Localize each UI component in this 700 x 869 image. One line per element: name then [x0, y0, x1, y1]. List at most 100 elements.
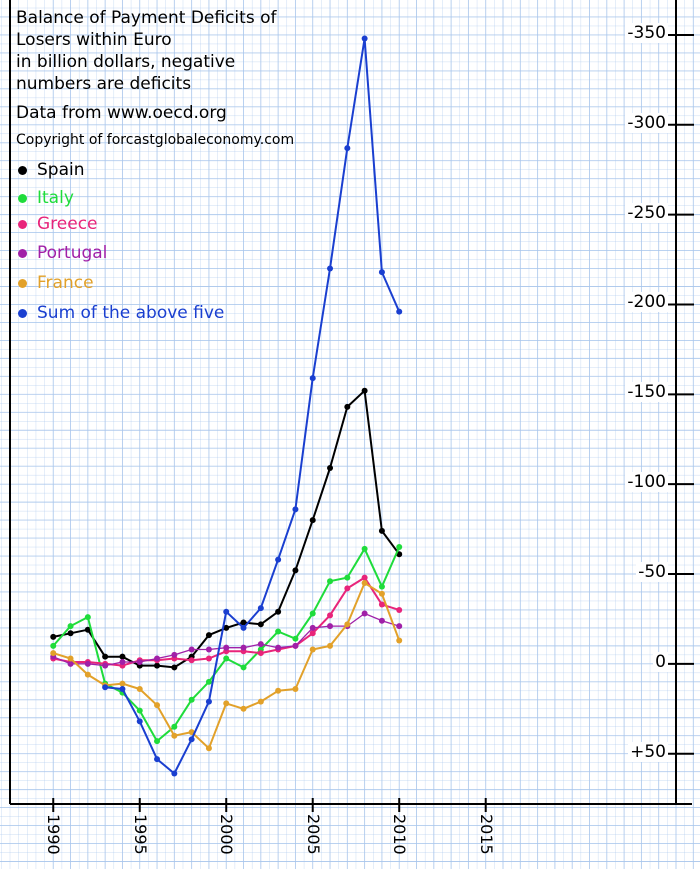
data-point-italy	[50, 642, 57, 649]
data-point-portugal	[396, 623, 403, 630]
legend-label-sum: Sum of the above five	[37, 303, 225, 323]
legend-label-italy: Italy	[37, 188, 74, 208]
legend-marker-spain	[18, 165, 27, 175]
data-point-italy	[240, 664, 247, 671]
data-point-france	[292, 686, 299, 693]
y-tick-label: +50	[628, 741, 668, 762]
y-tick-label: -300	[625, 112, 668, 133]
data-point-greece	[344, 585, 351, 592]
data-point-spain	[378, 527, 385, 534]
data-point-sum	[275, 556, 282, 563]
data-point-portugal	[309, 624, 316, 631]
legend-item-sum: Sum of the above five	[18, 303, 224, 323]
data-point-greece	[327, 612, 334, 619]
data-point-portugal	[292, 642, 299, 649]
data-point-sum	[223, 608, 230, 615]
y-tick-label: 0	[653, 651, 668, 672]
data-point-italy	[205, 678, 212, 685]
data-point-italy	[136, 707, 143, 714]
data-point-spain	[223, 624, 230, 631]
data-point-portugal	[67, 660, 74, 667]
data-point-portugal	[223, 644, 230, 651]
data-point-sum	[378, 269, 385, 276]
legend-item-spain: Spain	[18, 160, 85, 180]
title-line-3: in billion dollars, negative	[16, 52, 236, 72]
x-tick-label: 2005	[303, 814, 323, 855]
data-point-spain	[309, 517, 316, 524]
x-tick-label: 2015	[476, 814, 496, 855]
data-point-portugal	[136, 659, 143, 666]
data-point-spain	[171, 664, 178, 671]
title-line-2: Losers within Euro	[16, 30, 172, 50]
title-line-4: numbers are deficits	[16, 74, 192, 94]
x-tick-label: 1995	[130, 814, 150, 855]
y-tick-label: -250	[625, 202, 668, 223]
data-point-sum	[240, 624, 247, 631]
data-point-sum	[396, 308, 403, 315]
data-point-sum	[188, 736, 195, 743]
data-point-spain	[205, 632, 212, 639]
series-line-sum	[104, 37, 401, 775]
data-point-spain	[344, 403, 351, 410]
data-point-italy	[292, 635, 299, 642]
data-point-spain	[257, 621, 264, 628]
data-point-italy	[154, 738, 161, 745]
series-spain	[50, 387, 403, 671]
data-point-france	[154, 702, 161, 709]
legend-marker-sum	[18, 308, 27, 318]
data-point-france	[361, 579, 368, 586]
data-point-spain	[50, 633, 57, 640]
data-point-greece	[257, 650, 264, 657]
data-point-sum	[136, 718, 143, 725]
data-point-france	[396, 637, 403, 644]
data-point-portugal	[361, 610, 368, 617]
data-point-italy	[171, 723, 178, 730]
data-point-france	[344, 621, 351, 628]
data-point-italy	[361, 545, 368, 552]
y-tick-label: -200	[625, 292, 668, 313]
data-point-sum	[361, 35, 368, 42]
data-point-italy	[67, 623, 74, 630]
data-point-italy	[84, 614, 91, 621]
data-point-spain	[240, 619, 247, 626]
data-point-sum	[292, 506, 299, 513]
data-point-sum	[257, 605, 264, 612]
legend-item-italy: Italy	[18, 188, 74, 208]
y-tick-label: -50	[636, 562, 668, 582]
data-point-spain	[292, 567, 299, 574]
data-point-sum	[171, 770, 178, 777]
data-point-spain	[84, 626, 91, 633]
data-point-sum	[344, 145, 351, 152]
legend-item-portugal: Portugal	[18, 243, 107, 263]
data-point-france	[309, 646, 316, 653]
data-point-portugal	[205, 646, 212, 653]
data-point-france	[171, 732, 178, 739]
data-point-portugal	[378, 617, 385, 624]
data-point-greece	[188, 657, 195, 664]
data-point-france	[50, 650, 57, 657]
data-point-sum	[205, 698, 212, 705]
data-point-spain	[361, 387, 368, 394]
data-point-portugal	[275, 644, 282, 651]
title-line-1: Balance of Payment Deficits of	[16, 8, 277, 28]
data-point-france	[119, 680, 126, 687]
data-point-portugal	[171, 651, 178, 658]
data-point-greece	[205, 655, 212, 662]
x-tick-label: 2000	[217, 814, 237, 855]
data-point-italy	[188, 696, 195, 703]
data-point-greece	[361, 574, 368, 581]
data-point-spain	[67, 630, 74, 637]
series-layer	[50, 35, 403, 777]
legend-label-spain: Spain	[37, 160, 85, 180]
data-point-italy	[344, 574, 351, 581]
legend-marker-italy	[18, 193, 27, 203]
legend-item-france: France	[18, 273, 94, 293]
copyright-note: Copyright of forcastglobaleconomy.com	[16, 132, 295, 148]
data-point-spain	[102, 653, 109, 660]
data-point-greece	[396, 606, 403, 613]
data-point-france	[223, 700, 230, 707]
x-tick-label: 2010	[390, 814, 410, 855]
y-tick-label: -150	[625, 382, 668, 403]
data-point-france	[327, 642, 334, 649]
